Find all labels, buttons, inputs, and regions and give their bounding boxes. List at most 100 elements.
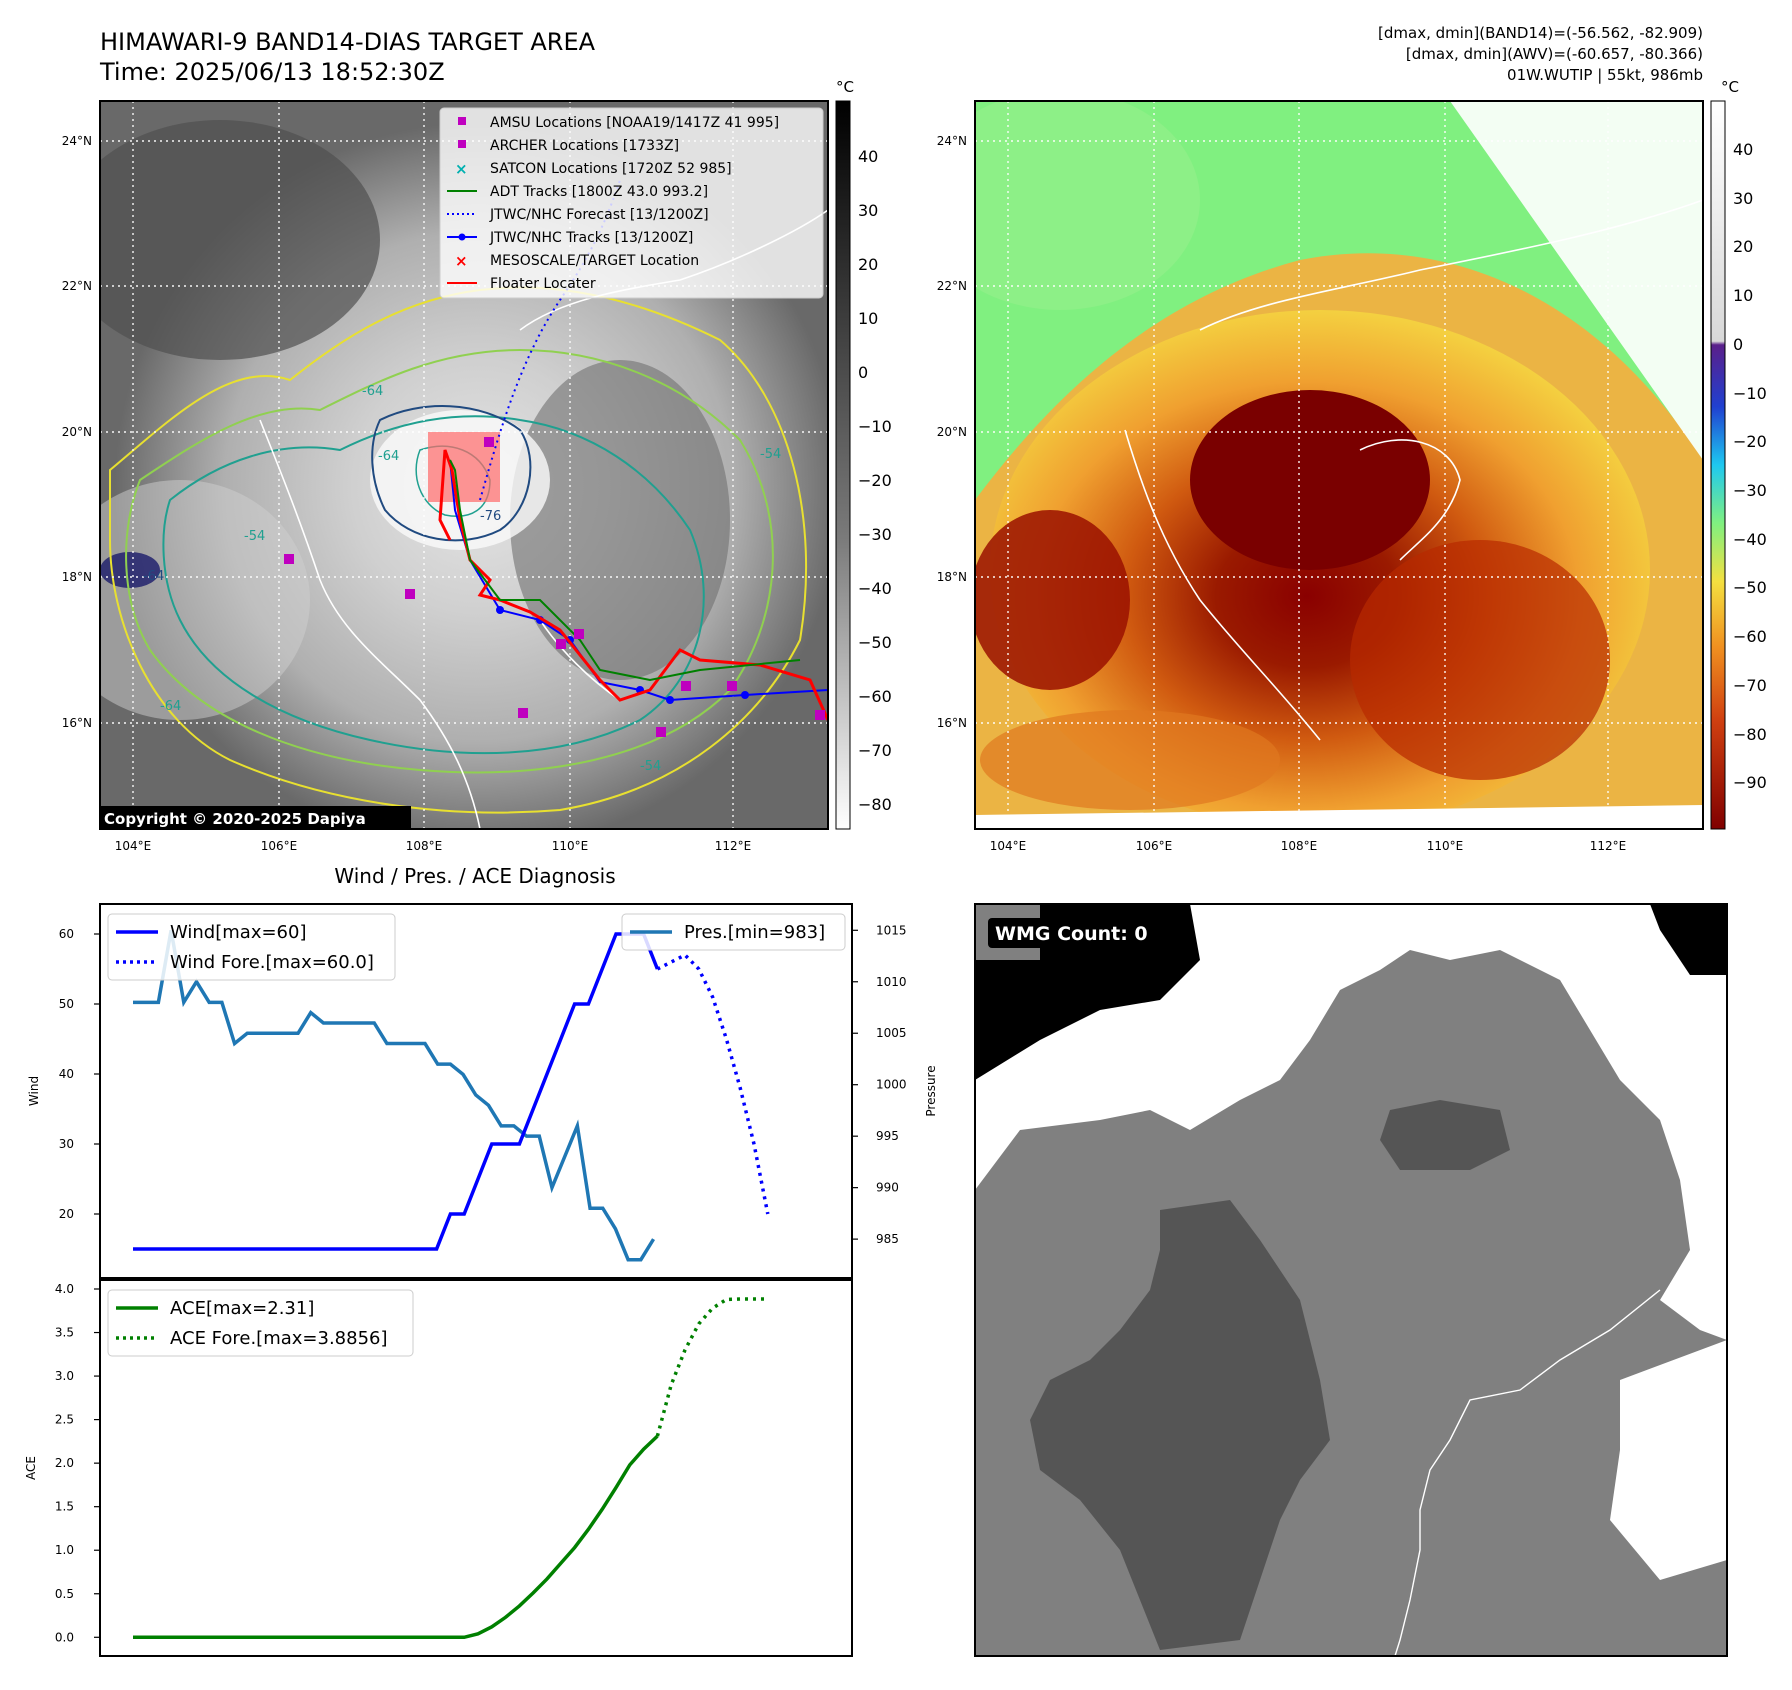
- lat-label: 22°N: [937, 279, 967, 293]
- legend-icon-satcon: ×: [455, 160, 468, 178]
- legend-label-pressure: Pres.[min=983]: [684, 922, 825, 943]
- legend-label-jtwc-forecast: JTWC/NHC Forecast [13/1200Z]: [489, 207, 709, 223]
- map-color-panel: [975, 101, 1703, 829]
- legend-label-ace-forecast: ACE Fore.[max=3.8856]: [170, 1328, 388, 1349]
- contour-label: -64: [362, 384, 383, 399]
- legend-label-satcon: SATCON Locations [1720Z 52 985]: [490, 161, 732, 177]
- color-cbar-tick: 40: [1733, 140, 1753, 159]
- gray-cbar-tick: −80: [858, 795, 892, 814]
- copyright-text: Copyright © 2020-2025 Dapiya: [104, 810, 366, 828]
- contour-label: -64: [160, 699, 181, 714]
- lon-label: 112°E: [715, 839, 752, 853]
- gray-cbar-tick: 10: [858, 309, 878, 328]
- gray-cbar-tick: 0: [858, 363, 868, 382]
- legend-icon-archer: [458, 140, 466, 148]
- wind-tick-label: 30: [59, 1137, 74, 1151]
- pressure-y-ticks: 985 990 995 1000 1005 1010 1015: [852, 923, 907, 1246]
- ace-tick-label: 1.0: [55, 1543, 74, 1557]
- pressure-line: [133, 929, 656, 1262]
- gray-colorbar-unit: °C: [836, 78, 854, 96]
- lat-label: 18°N: [937, 570, 967, 584]
- contour-label: -54: [244, 529, 265, 544]
- pressure-tick-label: 985: [876, 1232, 899, 1246]
- wind-series: [133, 929, 770, 1262]
- lon-label: 110°E: [1427, 839, 1464, 853]
- ace-legend: ACE[max=2.31] ACE Fore.[max=3.8856]: [107, 1289, 414, 1357]
- figure-time: Time: 2025/06/13 18:52:30Z: [99, 58, 445, 86]
- ace-y-label: ACE: [24, 1456, 38, 1480]
- contour-lightgreen: [125, 348, 774, 774]
- amsu-markers: [284, 437, 825, 737]
- wind-y-label: Wind: [27, 1076, 41, 1106]
- ace-y-ticks: 0.0 0.5 1.0 1.5 2.0 2.5 3.0 3.5 4.0: [55, 1282, 100, 1644]
- wmg-frame: [974, 903, 1728, 1657]
- color-cbar-tick: −90: [1733, 773, 1767, 792]
- legend-label-amsu: AMSU Locations [NOAA19/1417Z 41 995]: [490, 115, 779, 131]
- legend-label-floater: Floater Locater: [490, 276, 596, 292]
- map-color-frame: [974, 100, 1704, 830]
- wind-pressure-chart: 20 30 40 50 60 985 990 995 1000 1005 1010 1015 Win…: [27, 903, 938, 1279]
- color-cbar-tick: 10: [1733, 286, 1753, 305]
- map-grayscale-frame: [99, 100, 829, 830]
- wind-legend: Wind[max=60] Wind Fore.[max=60.0]: [107, 913, 396, 981]
- color-colorbar-unit: °C: [1721, 78, 1739, 96]
- pressure-tick-label: 1005: [876, 1026, 907, 1040]
- lon-label: 104°E: [115, 839, 152, 853]
- contour-darkblue: [371, 405, 532, 542]
- contour-label: -64: [143, 569, 164, 584]
- wind-y-ticks: 20 30 40 50 60: [59, 927, 100, 1221]
- lat-label: 22°N: [62, 279, 92, 293]
- ace-tick-label: 4.0: [55, 1282, 74, 1296]
- color-cbar-tick: −70: [1733, 676, 1767, 695]
- contour-label: -76: [480, 509, 501, 524]
- contour-label: -54: [760, 447, 781, 462]
- copyright-badge: [99, 806, 411, 830]
- contour-yellow: [109, 286, 808, 814]
- gray-cbar-tick: −50: [858, 633, 892, 652]
- pressure-tick-label: 990: [876, 1181, 899, 1195]
- lat-label: 16°N: [937, 716, 967, 730]
- wind-tick-label: 50: [59, 997, 74, 1011]
- legend-label-adt: ADT Tracks [1800Z 43.0 993.2]: [490, 184, 708, 200]
- figure-title: HIMAWARI-9 BAND14-DIAS TARGET AREA: [100, 28, 596, 56]
- gray-cbar-tick: 30: [858, 201, 878, 220]
- gray-cbar-tick: −20: [858, 471, 892, 490]
- coastline-color: [1124, 199, 1703, 741]
- gray-colorbar-ticks: 40 30 20 10 0 −10 −20 −30 −40 −50 −60 −7…: [858, 147, 892, 814]
- gray-cbar-tick: −40: [858, 579, 892, 598]
- gray-cbar-tick: −70: [858, 741, 892, 760]
- pressure-y-label: Pressure: [924, 1065, 938, 1116]
- map1-lat-labels: 24°N 22°N 20°N 18°N 16°N: [62, 134, 92, 730]
- map-legend: AMSU Locations [NOAA19/1417Z 41 995] ARC…: [439, 107, 824, 299]
- color-cbar-tick: −60: [1733, 627, 1767, 646]
- ace-tick-label: 3.0: [55, 1369, 74, 1383]
- legend-label-ace: ACE[max=2.31]: [170, 1298, 314, 1319]
- legend-label-wind: Wind[max=60]: [170, 922, 307, 943]
- pressure-legend: Pres.[min=983]: [621, 913, 846, 951]
- ace-tick-label: 0.0: [55, 1630, 74, 1644]
- legend-icon-mesoscale: ×: [455, 252, 468, 270]
- color-cbar-tick: −40: [1733, 530, 1767, 549]
- lon-label: 108°E: [406, 839, 443, 853]
- color-colorbar: [1710, 100, 1726, 830]
- lat-label: 18°N: [62, 570, 92, 584]
- gray-cbar-tick: −60: [858, 687, 892, 706]
- legend-label-mesoscale: MESOSCALE/TARGET Location: [490, 253, 699, 269]
- gray-cbar-tick: 40: [858, 147, 878, 166]
- gray-cbar-tick: 20: [858, 255, 878, 274]
- gray-cbar-tick: −30: [858, 525, 892, 544]
- contour-label: -64: [378, 449, 399, 464]
- stats-line-1: [dmax, dmin](BAND14)=(-56.562, -82.909): [1378, 24, 1703, 42]
- stats-line-3: 01W.WUTIP | 55kt, 986mb: [1507, 66, 1703, 84]
- pressure-tick-label: 1000: [876, 1078, 907, 1092]
- adt-track: [449, 459, 801, 682]
- lat-label: 24°N: [937, 134, 967, 148]
- map1-lon-labels: 104°E 106°E 108°E 110°E 112°E: [115, 839, 752, 853]
- ace-forecast-line: [655, 1297, 768, 1437]
- wmg-panel: [975, 904, 1727, 1656]
- map2-lat-labels: 24°N 22°N 20°N 18°N 16°N: [937, 134, 967, 730]
- ace-chart: 0.0 0.5 1.0 1.5 2.0 2.5 3.0 3.5 4.0 ACE ACE[max=…: [24, 1279, 853, 1657]
- color-cbar-tick: 30: [1733, 189, 1753, 208]
- wmg-badge: [988, 918, 1168, 948]
